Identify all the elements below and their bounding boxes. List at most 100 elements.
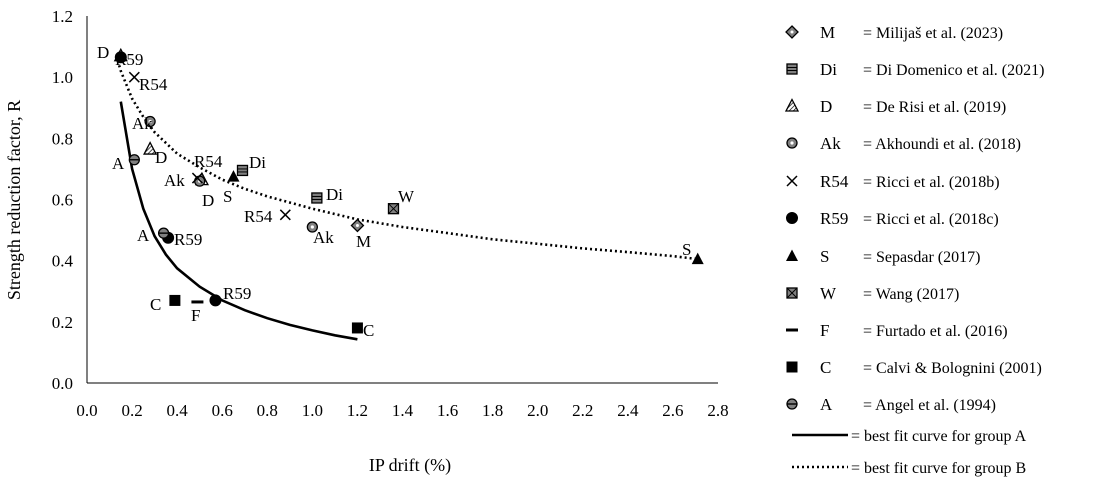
x-tick-label: 2.6	[662, 401, 683, 420]
y-tick-label: 1.2	[52, 7, 73, 26]
legend-description: = De Risi et al. (2019)	[863, 99, 1006, 116]
legend-marker	[786, 212, 798, 224]
x-tick-label: 2.8	[707, 401, 728, 420]
legend-code: A	[820, 395, 833, 414]
legend-item-w: W = Wang (2017)	[786, 284, 959, 303]
x-tick-label: 0.0	[76, 401, 97, 420]
legend-item-curve-b: = best fit curve for group B	[792, 460, 1026, 477]
legend-item-di: Di = Di Domenico et al. (2021)	[786, 60, 1044, 79]
y-tick-label: 0.0	[52, 374, 73, 393]
legend-description: = Sepasdar (2017)	[863, 249, 980, 266]
point-label: R59	[115, 50, 143, 69]
point-label: C	[363, 321, 374, 340]
legend-code: R59	[820, 209, 848, 228]
legend-code: Di	[820, 60, 837, 79]
point-label: Di	[326, 185, 343, 204]
legend-description: = Ricci et al. (2018c)	[863, 211, 999, 228]
x-tick-label: 0.2	[121, 401, 142, 420]
data-point-m	[350, 218, 365, 233]
data-point-r59	[114, 51, 127, 64]
legend-item-f: F = Furtado et al. (2016)	[786, 321, 1008, 340]
data-point-di	[236, 164, 249, 177]
x-tick-label: 1.6	[437, 401, 458, 420]
data-point-ak	[306, 221, 319, 233]
data-point-s	[691, 252, 704, 265]
legend-description: = Furtado et al. (2016)	[863, 323, 1008, 340]
point-label: A	[137, 226, 150, 245]
y-tick-label: 0.6	[52, 191, 73, 210]
point-label: Ak	[164, 171, 185, 190]
x-tick-label: 1.2	[347, 401, 368, 420]
legend-item-curve-a: = best fit curve for group A	[792, 428, 1027, 445]
legend-description: = Akhoundi et al. (2018)	[863, 136, 1021, 153]
data-point-r54	[191, 172, 203, 184]
legend-description: = Calvi & Bolognini (2001)	[863, 360, 1042, 377]
legend-code: R54	[820, 172, 849, 191]
legend-item-d: D = De Risi et al. (2019)	[784, 97, 1006, 116]
legend-code: W	[820, 284, 837, 303]
data-point-c	[351, 322, 363, 334]
best-fit-curve-group-a	[119, 101, 358, 341]
data-point-w	[387, 203, 400, 215]
legend-marker	[786, 361, 798, 373]
axes	[86, 16, 718, 384]
point-label: R59	[174, 230, 202, 249]
y-tick-label: 0.2	[52, 313, 73, 332]
y-tick-label: 1.0	[52, 68, 73, 87]
legend-description: = best fit curve for group B	[851, 460, 1026, 477]
x-tick-label: 1.8	[482, 401, 503, 420]
legend-marker	[786, 249, 798, 261]
data-point-r59	[209, 294, 222, 307]
legend-description: = Milijaš et al. (2023)	[863, 25, 1003, 42]
data-point-c	[169, 294, 181, 306]
legend-code: Ak	[820, 134, 841, 153]
legend-code: C	[820, 358, 831, 377]
legend-code: D	[820, 97, 832, 116]
point-label: Ak	[313, 228, 334, 247]
legend-code: S	[820, 247, 829, 266]
legend-marker	[786, 137, 798, 149]
legend-description: = Di Domenico et al. (2021)	[863, 62, 1044, 79]
legend-item-s: S = Sepasdar (2017)	[786, 247, 980, 266]
point-label: C	[150, 295, 161, 314]
point-label: R59	[223, 284, 251, 303]
point-label: R54	[244, 207, 273, 226]
point-label: D	[97, 43, 109, 62]
point-label: M	[356, 232, 371, 251]
legend-description: = Wang (2017)	[863, 286, 959, 303]
x-tick-label: 0.6	[212, 401, 233, 420]
legend-code: M	[820, 23, 835, 42]
legend-description: = best fit curve for group A	[851, 428, 1027, 445]
data-point-r54	[279, 209, 291, 221]
legend-description: = Ricci et al. (2018b)	[863, 174, 1000, 191]
legend-description: = Angel et al. (1994)	[863, 397, 996, 414]
legend-item-a: A = Angel et al. (1994)	[786, 395, 996, 414]
data-point-a	[128, 154, 140, 166]
y-tick-labels: 0.0 0.2 0.4 0.6 0.8 1.0 1.2	[52, 7, 74, 393]
y-tick-label: 0.8	[52, 129, 73, 148]
point-label: R54	[139, 75, 168, 94]
data-points	[113, 47, 704, 334]
legend-marker	[786, 63, 798, 75]
data-point-d	[143, 141, 158, 155]
data-point-r54	[128, 71, 140, 83]
legend-marker	[786, 175, 798, 187]
point-label: S	[223, 187, 232, 206]
legend-item-ak: Ak = Akhoundi et al. (2018)	[786, 134, 1021, 153]
legend-marker	[784, 98, 800, 112]
x-tick-label: 0.4	[167, 401, 189, 420]
data-point-di	[311, 192, 323, 204]
legend-item-r54: R54 = Ricci et al. (2018b)	[786, 172, 1000, 191]
point-label: D	[155, 148, 167, 167]
point-label: Ak	[132, 114, 153, 133]
point-label: D	[202, 191, 214, 210]
point-label: W	[398, 187, 415, 206]
legend-code: F	[820, 321, 829, 340]
x-tick-label: 2.0	[527, 401, 548, 420]
point-label: Di	[249, 153, 266, 172]
x-tick-label: 2.2	[572, 401, 593, 420]
point-label: S	[682, 240, 691, 259]
legend-marker	[785, 25, 799, 39]
x-tick-label: 2.4	[617, 401, 639, 420]
